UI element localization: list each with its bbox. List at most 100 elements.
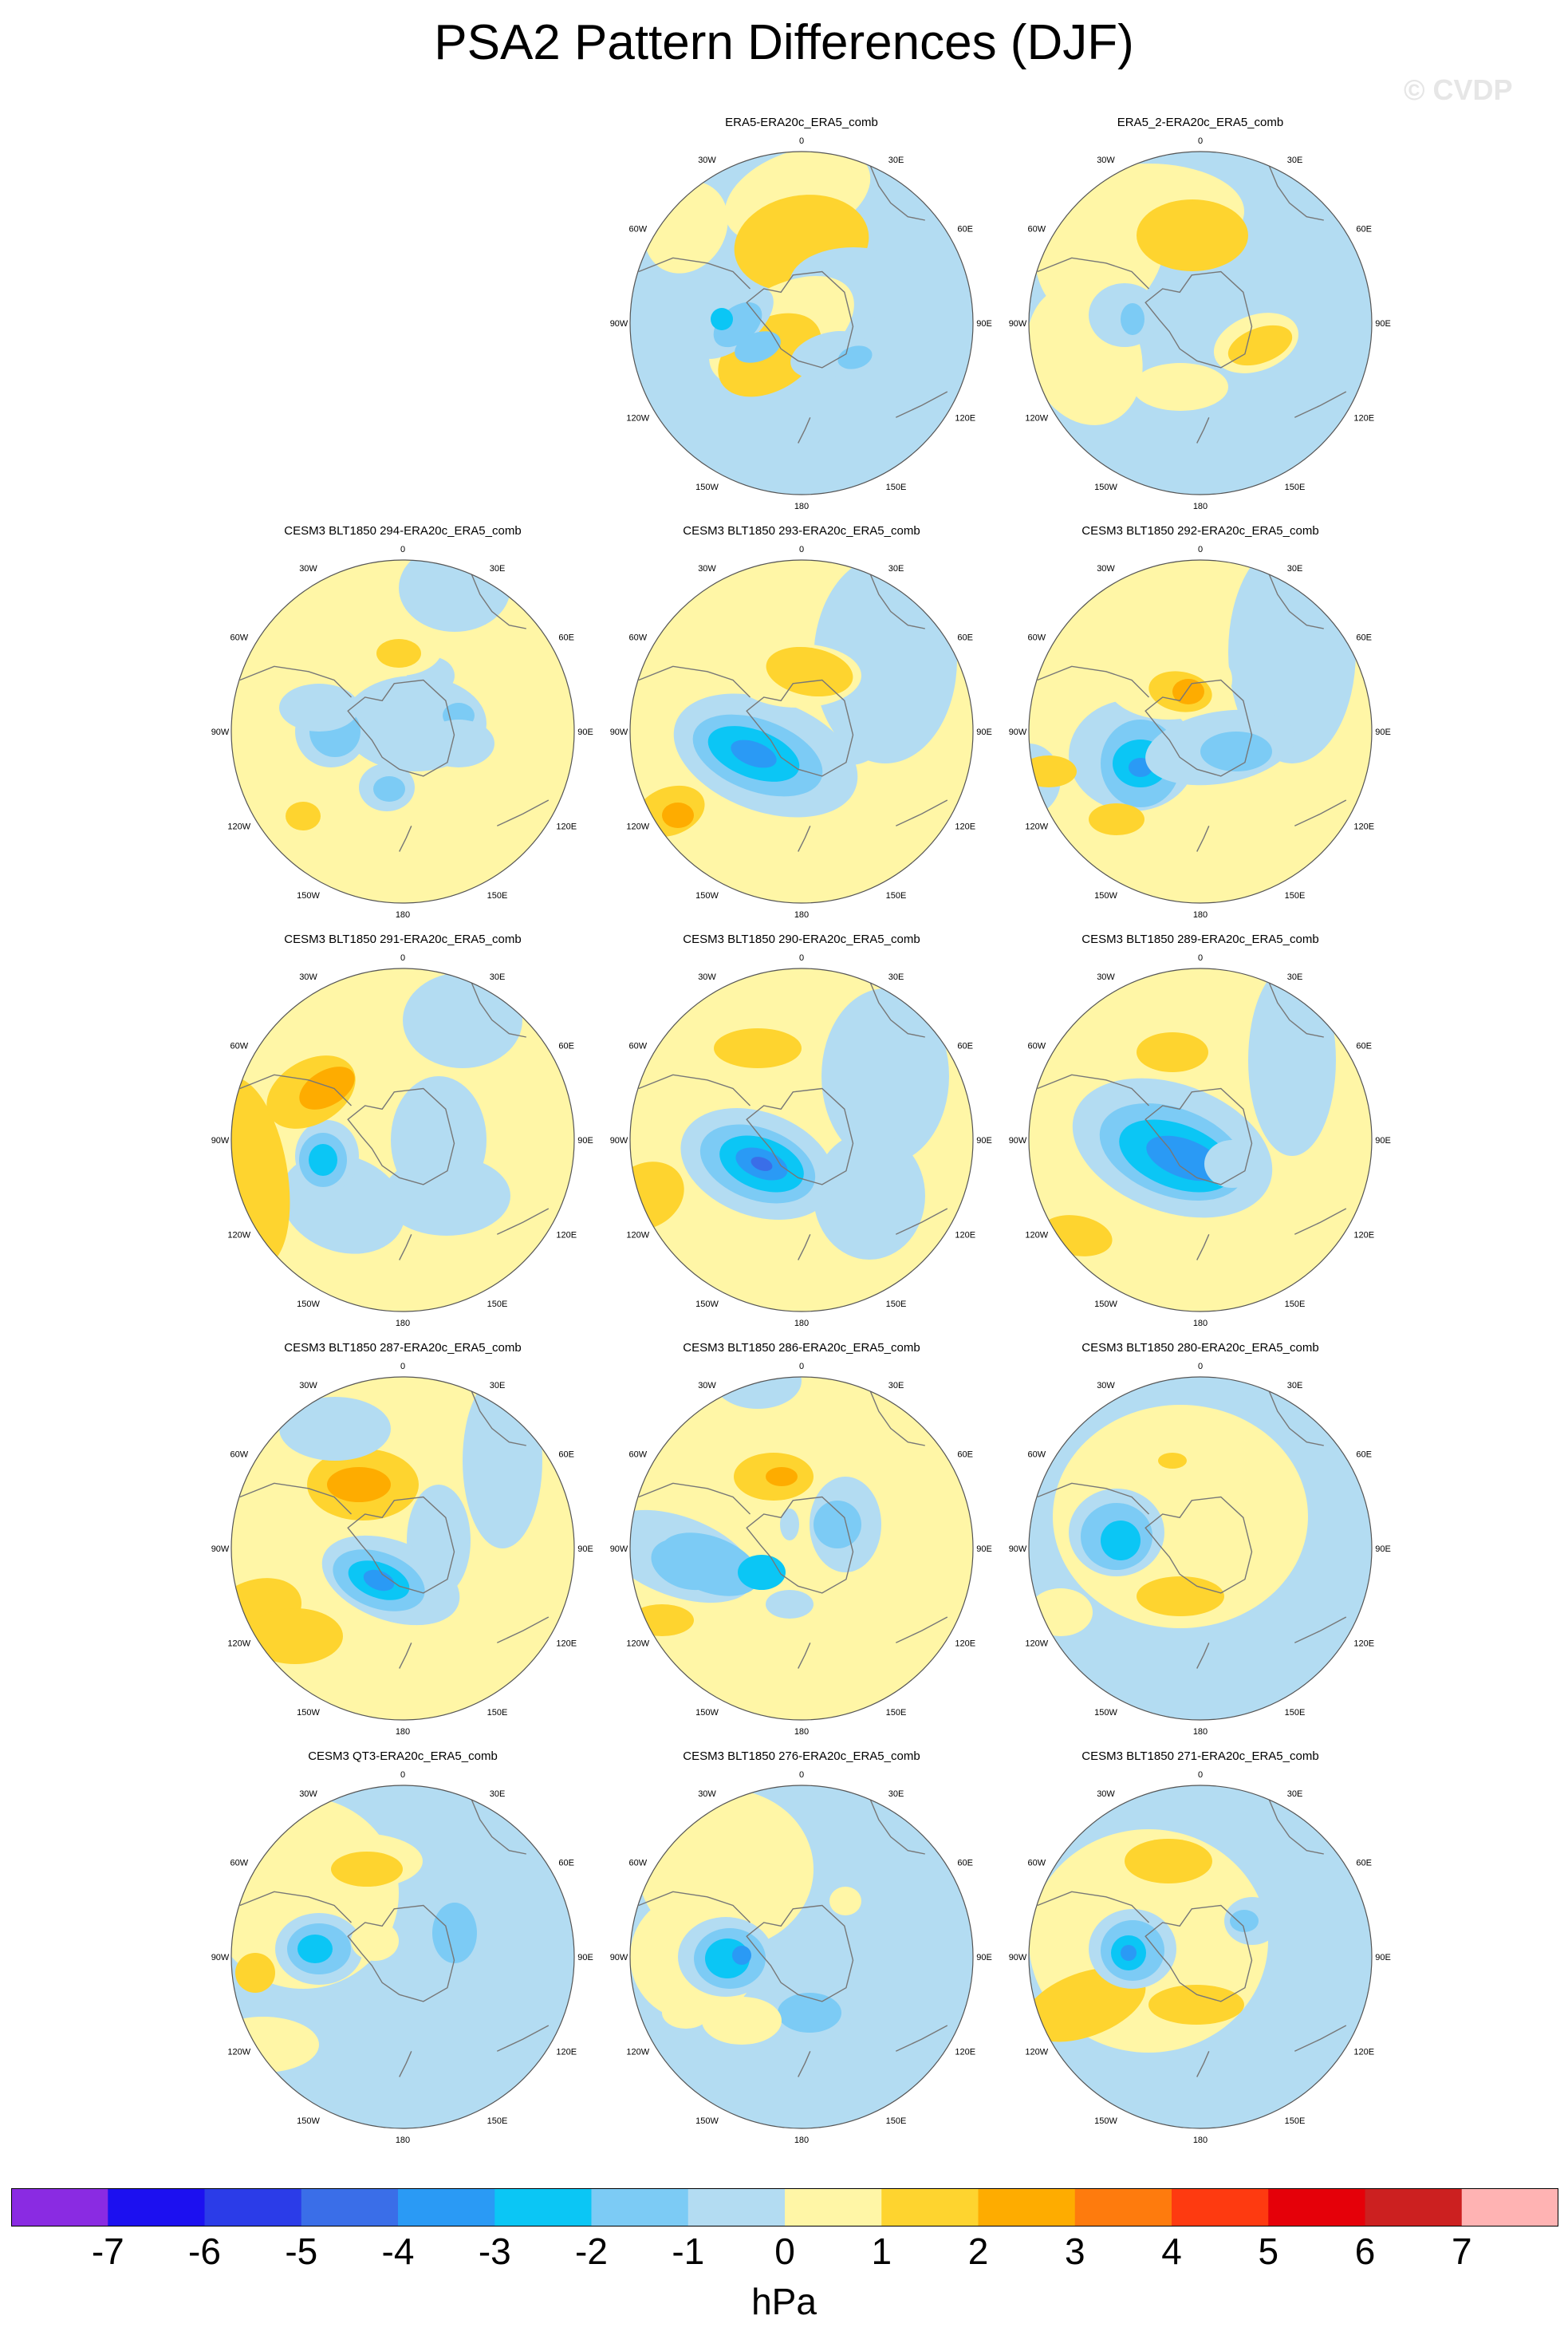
colorbar-tick-label: -2 <box>575 2230 608 2272</box>
map-panel: CESM3 BLT1850 280-ERA20c_ERA5_comb 0 30E 60… <box>997 1341 1404 1756</box>
contour-field <box>702 1997 782 2045</box>
polar-map: 0 30E 60E 90E 120E 150E 180 150W 120W 90W 60W 30W <box>610 136 992 511</box>
coastline <box>746 1904 854 2002</box>
coastline <box>399 2051 412 2077</box>
longitude-label: 150W <box>297 891 320 901</box>
longitude-label: 60E <box>957 1042 973 1051</box>
longitude-label: 90W <box>610 1136 628 1146</box>
map-boundary <box>230 559 575 904</box>
polar-map: 0 30E 60E 90E 120E 150E 180 150W 120W 90W 60W 30W <box>1009 1770 1391 2145</box>
colorbar-swatch <box>1268 2188 1365 2227</box>
colorbar-swatch <box>494 2188 592 2227</box>
longitude-label: 150W <box>1094 483 1117 492</box>
colorbar-swatch <box>687 2188 786 2227</box>
longitude-label: 120W <box>626 414 649 424</box>
coastline <box>1144 1087 1253 1185</box>
coastline <box>896 391 948 418</box>
longitude-label: 90E <box>577 1953 593 1962</box>
contour-field <box>423 720 494 767</box>
contour-field <box>309 1144 337 1176</box>
coastline <box>896 1208 948 1235</box>
coastline <box>746 1087 854 1185</box>
contour-field <box>432 1903 477 1963</box>
longitude-label: 0 <box>799 1362 804 1371</box>
colorbar-swatch <box>1074 2188 1172 2227</box>
longitude-label: 60W <box>628 1450 647 1460</box>
coastline <box>798 417 811 444</box>
longitude-label: 120W <box>227 1639 250 1649</box>
longitude-label: 90W <box>610 1953 628 1962</box>
map-boundary <box>1028 1785 1373 2129</box>
longitude-label: 90W <box>211 1136 230 1146</box>
coastline <box>798 2051 811 2077</box>
longitude-label: 120W <box>1025 1231 1048 1240</box>
longitude-label: 120E <box>1353 2048 1374 2057</box>
longitude-label: 0 <box>1198 1362 1203 1371</box>
coastline <box>1037 1482 1149 1515</box>
coastline <box>798 826 811 852</box>
coastline <box>1144 1904 1253 2002</box>
figure-title: PSA2 Pattern Differences (DJF) <box>434 15 1134 70</box>
polar-map: 0 30E 60E 90E 120E 150E 180 150W 120W 90W 60W 30W <box>211 545 593 920</box>
contour-field <box>286 802 321 830</box>
longitude-label: 90E <box>577 1136 593 1146</box>
longitude-label: 150W <box>1094 1708 1117 1718</box>
longitude-label: 30E <box>888 1789 904 1799</box>
coastline <box>1294 391 1347 418</box>
longitude-label: 90E <box>1375 1544 1391 1554</box>
longitude-label: 180 <box>794 2136 809 2145</box>
longitude-label: 180 <box>396 910 410 920</box>
longitude-label: 0 <box>1198 1770 1203 1780</box>
contour-field <box>751 1157 773 1171</box>
longitude-label: 60E <box>558 633 574 643</box>
longitude-label: 150E <box>886 483 907 492</box>
longitude-label: 30W <box>299 1381 317 1390</box>
longitude-label: 120W <box>626 822 649 832</box>
longitude-label: 30W <box>299 564 317 574</box>
longitude-label: 90W <box>211 1953 230 1962</box>
map-panel: CESM3 BLT1850 286-ERA20c_ERA5_comb 0 30E 60… <box>598 1341 1005 1756</box>
coastline <box>896 2025 948 2052</box>
coastline <box>399 826 412 852</box>
panel-title: CESM3 BLT1850 294-ERA20c_ERA5_comb <box>284 524 522 538</box>
contour-field <box>731 740 777 768</box>
colorbar-tick-label: -5 <box>285 2230 318 2272</box>
longitude-label: 0 <box>799 136 804 146</box>
longitude-label: 120E <box>1353 822 1374 832</box>
longitude-label: 180 <box>1193 1727 1208 1737</box>
contour-field <box>231 1077 290 1267</box>
longitude-label: 60W <box>628 1859 647 1868</box>
map-boundary <box>1028 559 1373 904</box>
contour-field <box>235 1953 275 1993</box>
longitude-label: 90E <box>1375 1136 1391 1146</box>
longitude-label: 150W <box>695 891 719 901</box>
longitude-label: 30W <box>1097 156 1115 165</box>
longitude-label: 90W <box>211 728 230 737</box>
coastline <box>497 1616 550 1643</box>
longitude-label: 60E <box>1356 1042 1372 1051</box>
contour-field <box>630 1604 694 1636</box>
map-panel: CESM3 BLT1850 289-ERA20c_ERA5_comb 0 30E 60… <box>997 933 1404 1347</box>
contour-field <box>778 1993 841 2033</box>
panel-title: CESM3 BLT1850 280-ERA20c_ERA5_comb <box>1081 1341 1319 1355</box>
contour-field <box>403 972 522 1068</box>
colorbar-tick-label: 3 <box>1065 2230 1085 2272</box>
contour-field <box>1158 1453 1187 1469</box>
longitude-label: 60W <box>1027 633 1046 643</box>
contour-field <box>1172 679 1204 704</box>
coastline <box>497 1208 550 1235</box>
longitude-label: 150E <box>886 2116 907 2126</box>
longitude-label: 30W <box>1097 1789 1115 1799</box>
longitude-label: 120W <box>1025 1639 1048 1649</box>
longitude-label: 150E <box>487 1300 508 1309</box>
map-boundary <box>230 1785 575 2129</box>
contour-field <box>359 1044 391 1060</box>
coastline <box>1196 1234 1210 1260</box>
coastline <box>1037 1074 1149 1106</box>
longitude-label: 150E <box>1285 1300 1306 1309</box>
coastline <box>471 981 526 1038</box>
contour-field <box>231 2017 319 2073</box>
longitude-label: 180 <box>794 910 809 920</box>
longitude-label: 120W <box>626 1231 649 1240</box>
contour-field <box>735 331 781 363</box>
